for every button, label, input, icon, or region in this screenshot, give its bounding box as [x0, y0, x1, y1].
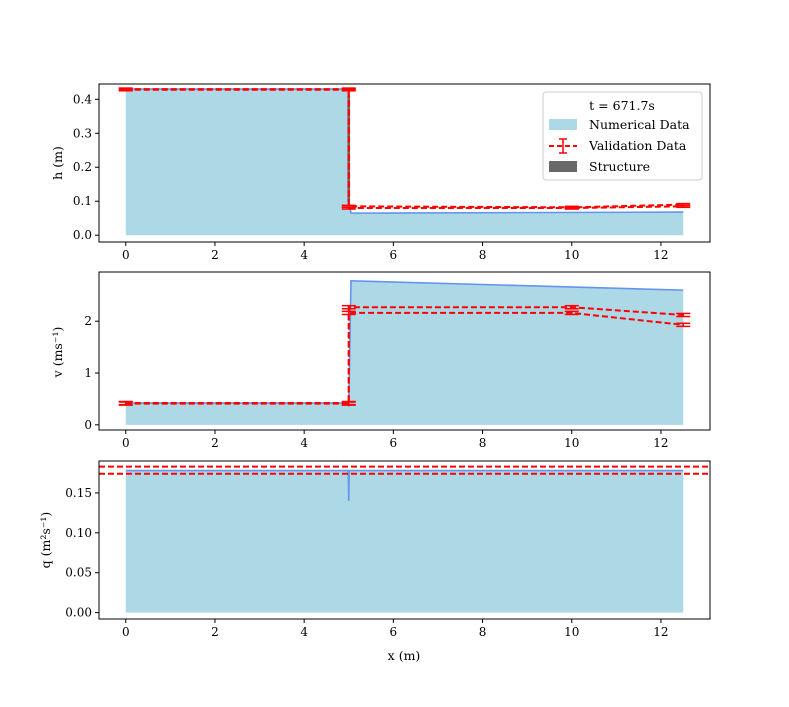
legend-label-validation: Validation Data: [588, 138, 687, 153]
numerical-fill: [125, 280, 684, 425]
x-tick-label: 10: [564, 436, 579, 450]
y-tick-label: 0.3: [73, 126, 92, 140]
x-tick-label: 12: [653, 436, 668, 450]
y-tick-label: 0: [84, 418, 92, 432]
x-tick-label: 6: [390, 436, 398, 450]
x-tick-label: 0: [122, 625, 130, 639]
x-tick-label: 2: [211, 436, 219, 450]
x-tick-label: 12: [653, 248, 668, 262]
numerical-fill: [125, 89, 684, 236]
x-tick-label: 8: [479, 625, 487, 639]
y-tick-label: 0.05: [65, 566, 92, 580]
x-tick-label: 8: [479, 436, 487, 450]
y-tick-label: 0.1: [73, 194, 92, 208]
legend-swatch-numerical: [549, 119, 577, 130]
y-tick-label: 0.2: [73, 160, 92, 174]
legend-title: t = 671.7s: [589, 98, 655, 113]
validation-line-1: [125, 311, 684, 405]
x-tick-label: 4: [300, 248, 308, 262]
panel-depth: 0 2 4 6 8 10 12 0.0 0.1 0.2 0.3 0.4: [73, 83, 711, 262]
legend-swatch-validation: [549, 138, 577, 154]
legend-frame: [542, 91, 703, 181]
x-tick-label: 2: [211, 248, 219, 262]
ylabel-h: h (m): [50, 146, 65, 180]
panel-discharge: 0 2 4 6 8 10 12 0.00 0.05 0.10 0.15: [65, 460, 711, 639]
ylabel-v: v (ms⁻¹): [50, 327, 65, 379]
y-tick-label: 1: [84, 366, 92, 380]
legend-swatch-structure: [549, 161, 577, 172]
legend-label-structure: Structure: [589, 159, 650, 174]
x-tick-label: 6: [390, 248, 398, 262]
legend: t = 671.7s Numerical Data Validation Dat…: [542, 91, 703, 181]
x-tick-label: 10: [564, 625, 579, 639]
numerical-fill: [125, 470, 684, 613]
ylabel-q: q (m²s⁻¹): [38, 512, 53, 569]
legend-label-numerical: Numerical Data: [589, 117, 690, 132]
xlabel: x (m): [388, 648, 421, 663]
y-tick-label: 0.15: [65, 486, 92, 500]
validation-line-1: [125, 88, 684, 209]
x-tick-label: 4: [300, 436, 308, 450]
x-tick-label: 6: [390, 625, 398, 639]
y-tick-label: 0.00: [65, 606, 92, 620]
x-tick-label: 12: [653, 625, 668, 639]
x-tick-label: 2: [211, 625, 219, 639]
x-tick-label: 10: [564, 248, 579, 262]
x-tick-label: 0: [122, 436, 130, 450]
y-tick-label: 2: [84, 314, 92, 328]
y-tick-label: 0.4: [73, 92, 92, 106]
axes-frame: [98, 271, 711, 431]
x-tick-label: 8: [479, 248, 487, 262]
numerical-line: [125, 469, 684, 501]
x-tick-label: 4: [300, 625, 308, 639]
axes-frame: [98, 460, 711, 620]
axes-frame: [98, 83, 711, 243]
x-tick-label: 0: [122, 248, 130, 262]
y-tick-label: 0.0: [73, 228, 92, 242]
y-tick-label: 0.10: [65, 526, 92, 540]
